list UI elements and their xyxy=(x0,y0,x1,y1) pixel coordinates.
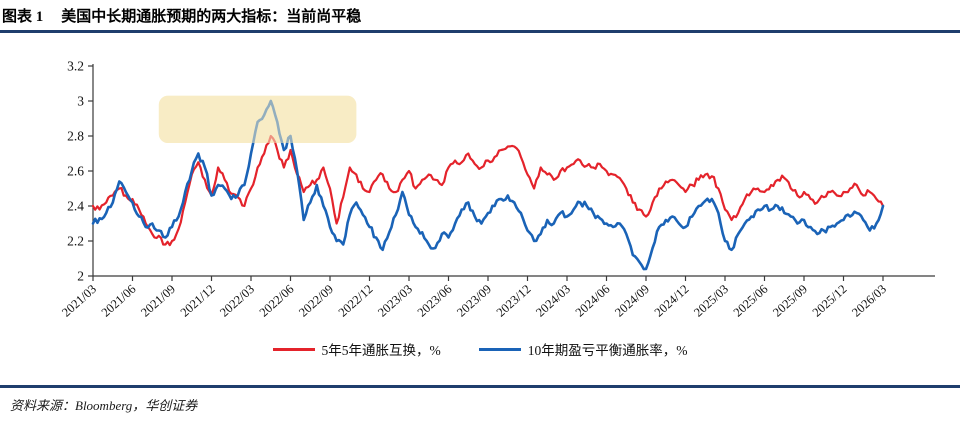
figure-tag: 图表 1 xyxy=(2,9,44,25)
chart-legend: 5年5年通胀互换，% 10年期盈亏平衡通胀率，% xyxy=(0,339,960,359)
svg-text:2.6: 2.6 xyxy=(67,164,84,179)
chart-area: 3.2 3 2.8 2.6 2.4 2.2 2 2021/03 2021/06 2021/09 20… xyxy=(0,35,960,335)
svg-text:2021/03: 2021/03 xyxy=(59,282,99,320)
legend-label-blue: 10年期盈亏平衡通胀率，% xyxy=(527,343,688,358)
svg-text:2024/12: 2024/12 xyxy=(652,282,692,320)
svg-text:2026/03: 2026/03 xyxy=(849,282,889,320)
legend-item-blue: 10年期盈亏平衡通胀率，% xyxy=(478,339,688,359)
svg-text:2023/06: 2023/06 xyxy=(415,282,455,320)
series-10y-breakeven xyxy=(91,99,885,271)
svg-text:3.2: 3.2 xyxy=(67,59,84,74)
highlight-overlay xyxy=(158,95,357,143)
svg-text:2021/09: 2021/09 xyxy=(138,282,178,320)
svg-text:2022/03: 2022/03 xyxy=(217,282,257,320)
svg-text:2022/06: 2022/06 xyxy=(257,282,297,320)
bottom-divider xyxy=(0,385,960,388)
svg-text:2023/03: 2023/03 xyxy=(375,282,415,320)
title-divider xyxy=(0,30,960,33)
legend-item-red: 5年5年通胀互换，% xyxy=(272,339,441,359)
svg-text:2024/03: 2024/03 xyxy=(533,282,573,320)
svg-text:2022/12: 2022/12 xyxy=(336,282,376,320)
svg-text:2024/09: 2024/09 xyxy=(612,282,652,320)
svg-text:2025/09: 2025/09 xyxy=(770,282,810,320)
page-title: 美国中长期通胀预期的两大指标：当前尚平稳 xyxy=(61,9,362,25)
blue-line-swatch xyxy=(478,347,521,351)
svg-text:2025/03: 2025/03 xyxy=(691,282,731,320)
series-5y5y-swap xyxy=(91,134,885,247)
svg-text:2.8: 2.8 xyxy=(67,129,84,144)
svg-text:2023/09: 2023/09 xyxy=(454,282,494,320)
svg-text:2022/09: 2022/09 xyxy=(296,282,336,320)
source-note: 资料来源：Bloomberg，华创证券 xyxy=(0,388,960,414)
svg-text:2025/12: 2025/12 xyxy=(810,282,850,320)
svg-text:2: 2 xyxy=(77,269,84,284)
source-text: 资料来源：Bloomberg，华创证券 xyxy=(10,397,198,413)
svg-text:2.2: 2.2 xyxy=(67,234,84,249)
svg-text:2021/12: 2021/12 xyxy=(178,282,218,320)
svg-text:3: 3 xyxy=(77,94,84,109)
figure-title-row: 图表 1 美国中长期通胀预期的两大指标：当前尚平稳 xyxy=(0,0,960,30)
svg-text:2021/06: 2021/06 xyxy=(99,282,139,320)
legend-label-red: 5年5年通胀互换，% xyxy=(321,343,441,358)
x-axis-labels: 2021/03 2021/06 2021/09 2021/12 2022/03 2022/… xyxy=(59,282,889,320)
axes xyxy=(88,64,935,281)
y-axis-labels: 3.2 3 2.8 2.6 2.4 2.2 2 xyxy=(67,59,84,284)
svg-text:2.4: 2.4 xyxy=(67,199,84,214)
red-line-swatch xyxy=(272,347,315,351)
svg-text:2023/12: 2023/12 xyxy=(494,282,534,320)
svg-text:2024/06: 2024/06 xyxy=(573,282,613,320)
svg-text:2025/06: 2025/06 xyxy=(731,282,771,320)
